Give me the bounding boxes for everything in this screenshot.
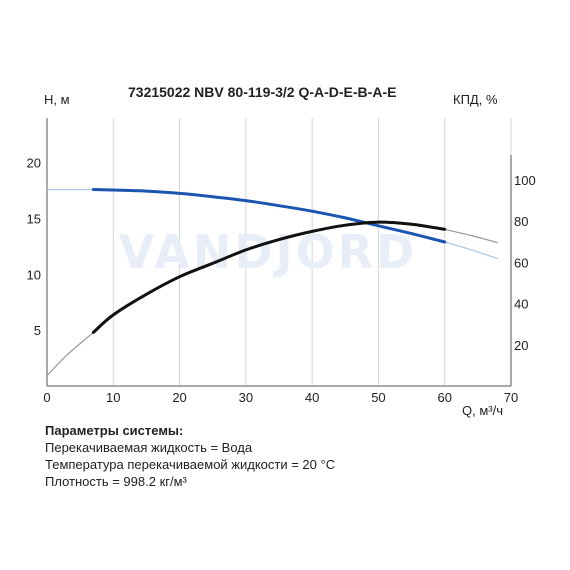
y-left-tick-label-20: 20 (27, 156, 41, 171)
y-axis-right-label: КПД, % (453, 92, 498, 107)
series-1-extension-start (46, 331, 94, 377)
x-tick-label-70: 70 (504, 390, 518, 405)
x-tick-label-50: 50 (371, 390, 385, 405)
y-left-tick-label-10: 10 (27, 267, 41, 282)
x-tick-label-10: 10 (106, 390, 120, 405)
series-1-extension-end (444, 228, 498, 244)
y-right-tick-label-60: 60 (514, 255, 528, 270)
x-tick-label-0: 0 (43, 390, 50, 405)
x-tick-label-60: 60 (437, 390, 451, 405)
y-right-tick-label-80: 80 (514, 214, 528, 229)
watermark: VANDJORD (119, 225, 418, 279)
y-right-tick-label-20: 20 (514, 338, 528, 353)
curves (46, 188, 498, 377)
series-0-line (91, 188, 447, 244)
x-axis-label: Q, м³/ч (462, 403, 503, 418)
x-tick-label-40: 40 (305, 390, 319, 405)
y-right-tick-label-40: 40 (514, 297, 528, 312)
params-heading: Параметры системы: (45, 423, 184, 438)
y-right-tick-label-100: 100 (514, 173, 536, 188)
series-1-line (91, 220, 447, 334)
series-0-extension-end (444, 241, 498, 260)
param-density: Плотность = 998.2 кг/м³ (45, 474, 187, 489)
chart-title: 73215022 NBV 80-119-3/2 Q-A-D-E-B-A-E (128, 84, 397, 100)
x-tick-label-20: 20 (172, 390, 186, 405)
axes (46, 118, 512, 387)
y-axis-left-label: H, м (44, 92, 70, 107)
y-left-tick-label-15: 15 (27, 212, 41, 227)
system-parameters: Параметры системы: Перекачиваемая жидкос… (45, 422, 335, 490)
x-tick-label-30: 30 (239, 390, 253, 405)
tick-labels: 0 10 20 30 40 50 60 70 5 10 15 20 20 40 60 80 100 (27, 156, 536, 405)
param-fluid: Перекачиваемая жидкость = Вода (45, 440, 253, 455)
y-left-tick-label-5: 5 (34, 323, 41, 338)
param-temperature: Температура перекачиваемой жидкости = 20… (45, 457, 336, 472)
